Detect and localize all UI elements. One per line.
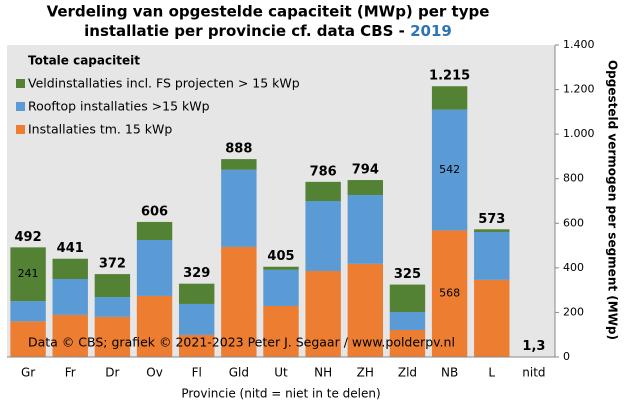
legend-label: Veldinstallaties incl. FS projecten > 15… [28, 76, 300, 91]
x-tick-label: NB [441, 366, 458, 380]
legend-label: Rooftop installaties >15 kWp [28, 99, 210, 114]
bar-segment [389, 284, 426, 312]
bar-segment [347, 180, 384, 195]
bar-segment [178, 283, 215, 304]
total-label: 372 [99, 257, 126, 272]
bar-segment [474, 231, 510, 280]
bar-segment [347, 263, 384, 357]
y-tick-label: 1.400 [563, 38, 595, 51]
x-tick-label: ZH [357, 366, 374, 380]
legend-swatch [16, 125, 25, 134]
chart-title-year: 2019 [410, 22, 452, 40]
y-tick-label: 1.200 [563, 83, 595, 96]
bar-segment [263, 269, 299, 306]
bar-segment [136, 240, 173, 296]
bar-segment [10, 321, 46, 357]
total-label: 1,3 [522, 339, 545, 354]
bar-segment [431, 109, 468, 231]
bar-segment [136, 295, 173, 357]
bar-segment [221, 169, 257, 247]
y-tick-label: 1.000 [563, 127, 595, 140]
bar-segment [52, 258, 88, 279]
y-tick-label: 400 [563, 261, 584, 274]
bar-segment [221, 246, 257, 357]
x-tick-label: Gr [21, 366, 35, 380]
y-tick-label: 600 [563, 216, 584, 229]
x-tick-label: Ut [274, 366, 288, 380]
x-tick-label: Fr [65, 366, 76, 380]
bar-segment [263, 305, 299, 357]
total-label: 573 [478, 212, 505, 227]
x-tick-label: NH [314, 366, 332, 380]
x-tick-label: Ov [146, 366, 163, 380]
x-tick-label: nitd [522, 366, 545, 380]
x-tick-label: Fl [192, 366, 202, 380]
total-label: 405 [267, 249, 294, 264]
bar-segment [347, 194, 384, 264]
annotation: Data © CBS; grafiek © 2021-2023 Peter J.… [28, 335, 455, 350]
bar-segment [305, 201, 341, 271]
bar-segment [10, 247, 46, 302]
total-label: 1.215 [429, 69, 470, 84]
legend-title: Totale capaciteit [28, 54, 140, 68]
bar-segment [94, 297, 131, 317]
y-tick-label: 0 [563, 350, 570, 363]
total-label: 325 [394, 267, 421, 282]
total-label: 329 [183, 266, 210, 281]
bar-segment [136, 221, 173, 240]
total-label: 441 [57, 241, 84, 256]
bar-segment [389, 311, 426, 331]
total-label: 786 [310, 164, 337, 179]
bar-segment [10, 301, 46, 322]
bar-segment [178, 334, 215, 357]
total-label: 492 [15, 230, 42, 245]
bar-segment [52, 279, 88, 315]
bar-segment [305, 181, 341, 201]
x-tick-label: Dr [105, 366, 119, 380]
bar-segment [431, 86, 468, 110]
total-label: 794 [352, 163, 379, 178]
x-tick-label: L [488, 366, 495, 380]
data-label: 241 [18, 267, 39, 280]
bar-segment [389, 330, 426, 357]
x-tick-label: Zld [398, 366, 417, 380]
bar-segment [221, 159, 257, 170]
bar-segment [305, 270, 341, 357]
x-axis-label: Provincie (nitd = niet in te delen) [181, 387, 380, 401]
data-label: 568 [439, 287, 460, 300]
legend-swatch [16, 102, 25, 111]
bar-segment [263, 266, 299, 270]
y-tick-label: 800 [563, 172, 584, 185]
chart-title-line: installatie per provincie cf. data CBS - [84, 22, 410, 40]
data-label: 542 [439, 163, 460, 176]
y-tick-label: 200 [563, 305, 584, 318]
y-axis-label: Opgesteld vermogen per segment (MWp) [606, 60, 620, 340]
legend-label: Installaties tm. 15 kWp [28, 122, 172, 137]
chart-title: installatie per provincie cf. data CBS -… [84, 22, 452, 40]
bar-segment [474, 229, 510, 232]
bar-segment [94, 274, 131, 298]
chart-title: Verdeling van opgestelde capaciteit (MWp… [47, 3, 490, 21]
bar-segment [52, 314, 88, 357]
legend-swatch [16, 79, 25, 88]
x-tick-label: Gld [229, 366, 249, 380]
total-label: 888 [225, 142, 252, 157]
bar-segment [178, 303, 215, 335]
total-label: 606 [141, 204, 168, 219]
bar-segment [431, 230, 468, 357]
bar-segment [94, 316, 131, 357]
bar-segment [474, 279, 510, 357]
